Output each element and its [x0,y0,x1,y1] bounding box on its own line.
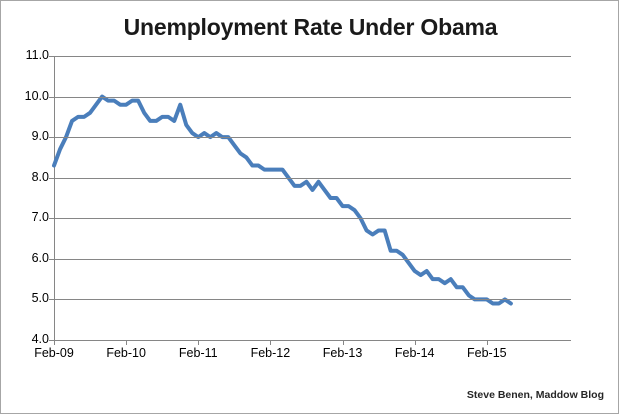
series-polyline [52,94,513,306]
y-tick-mark [49,218,54,220]
x-tick-label: Feb-12 [250,346,291,360]
gridline [54,218,571,220]
x-tick-label: Feb-11 [178,346,218,360]
y-tick-mark [49,299,54,301]
y-tick-mark [49,137,54,139]
unemployment-line-series [52,94,513,306]
attribution-credit: Steve Benen, Maddow Blog [466,389,604,401]
x-tick-mark [342,340,344,345]
x-tick-mark [270,340,272,345]
y-tick-mark [49,177,54,179]
x-tick-mark [198,340,200,345]
y-tick-label: 11.0 [25,48,49,62]
x-axis-line [54,340,571,341]
y-axis-labels: 11.0 10.0 9.0 8.0 7.0 6.0 5.0 4.0 [1,1,49,413]
x-tick-mark [126,340,128,345]
y-tick-label: 7.0 [31,210,49,225]
y-tick-mark [49,56,54,57]
x-tick-mark [414,340,416,345]
y-tick-mark [49,96,54,98]
gridline [54,96,571,98]
plot-top-border [54,56,571,57]
gridline [54,177,571,179]
y-tick-label: 4.0 [31,332,49,346]
y-tick-label: 5.0 [31,291,49,306]
y-tick-label: 9.0 [31,129,49,144]
plot-area [52,56,571,341]
x-tick-label: Feb-15 [467,346,507,360]
x-tick-label: Feb-09 [34,346,74,360]
gridline [54,258,571,260]
y-tick-mark [49,258,54,260]
y-tick-label: 10.0 [24,88,49,103]
chart-title: Unemployment Rate Under Obama [123,14,498,40]
y-axis-line [54,56,55,340]
y-tick-mark [49,340,54,341]
x-tick-label: Feb-10 [106,346,146,360]
y-tick-label: 8.0 [31,169,49,184]
x-tick-mark [54,340,55,345]
x-tick-label: Feb-14 [394,346,435,360]
x-tick-label: Feb-13 [322,346,363,360]
gridline [54,137,571,139]
x-tick-mark [486,340,488,345]
y-tick-label: 6.0 [31,250,49,265]
gridline [54,299,571,301]
